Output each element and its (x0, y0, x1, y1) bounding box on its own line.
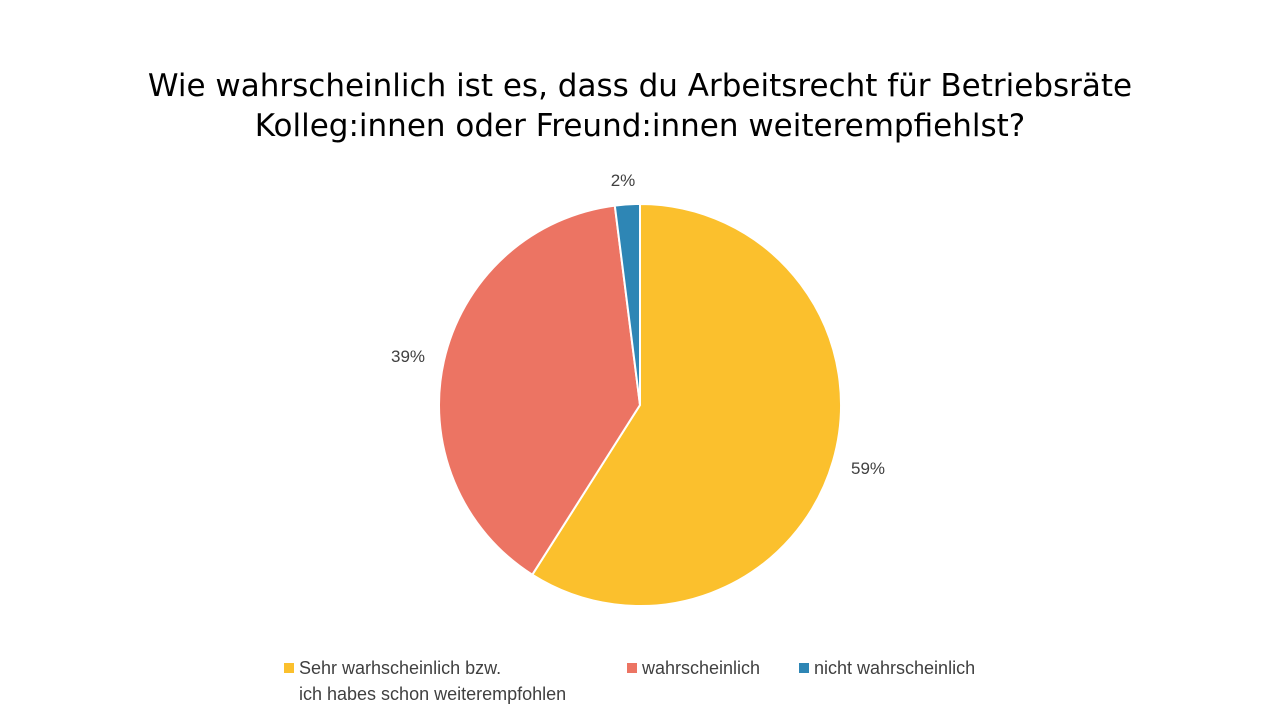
pie-data-labels: 59% 39% 2% (391, 171, 885, 478)
legend-label-slice-3: nicht wahrscheinlich (814, 658, 976, 678)
data-label-slice-2: 39% (391, 347, 425, 366)
pie-slice-3 (613, 202, 641, 406)
chart-title-line-2: Kolleg:innen oder Freund:innen weiteremp… (254, 108, 1026, 144)
legend-label-slice-2: wahrscheinlich (642, 658, 761, 678)
data-label-slice-1: 59% (851, 459, 885, 478)
pie-slice-2 (438, 204, 642, 577)
legend-label-slice-1-line-1: Sehr warhscheinlich bzw. (299, 658, 502, 678)
legend-swatch-slice-2 (627, 663, 637, 673)
data-label-slice-3: 2% (611, 171, 636, 190)
pie-slice-1 (530, 202, 842, 607)
chart-title-line-1: Wie wahrscheinlich ist es, dass du Arbei… (147, 68, 1133, 104)
legend-label-slice-1: Sehr warhscheinlich bzw. ich habes schon… (299, 655, 566, 707)
pie-slices (438, 202, 842, 607)
legend-swatch-slice-3 (799, 663, 809, 673)
chart-title: Wie wahrscheinlich ist es, dass du Arbei… (0, 66, 1280, 146)
legend-swatch-slice-1 (284, 663, 294, 673)
legend-label-slice-1-line-2: ich habes schon weiterempfohlen (299, 684, 567, 704)
